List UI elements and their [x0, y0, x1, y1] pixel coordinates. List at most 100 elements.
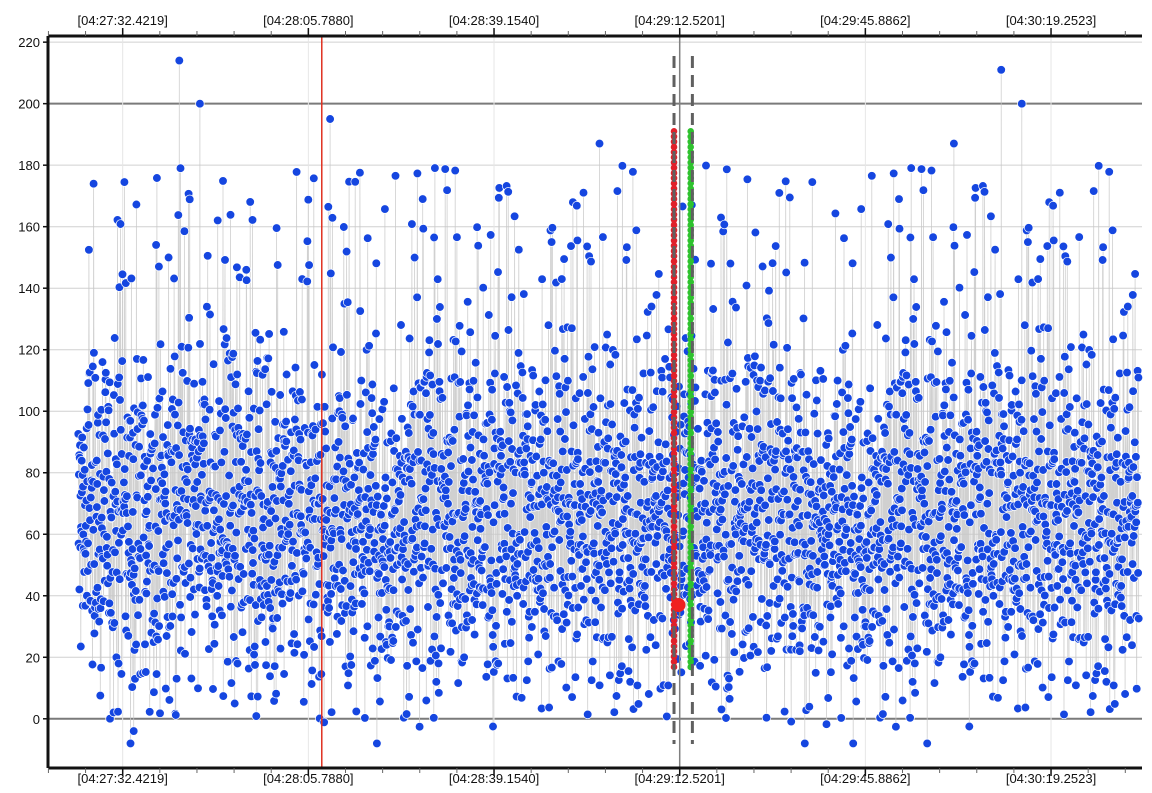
data-point [1098, 242, 1108, 252]
data-point [454, 321, 465, 331]
data-point [767, 258, 778, 268]
data-point [402, 661, 412, 671]
data-point [911, 377, 921, 387]
data-point [756, 362, 766, 373]
data-point [899, 602, 909, 612]
data-point [267, 482, 278, 492]
data-point [762, 662, 772, 672]
data-point [636, 433, 647, 443]
data-point [292, 639, 303, 649]
data-point [102, 561, 112, 571]
data-point [1091, 567, 1101, 577]
data-point [1010, 543, 1020, 553]
data-point [949, 392, 959, 403]
data-point [732, 445, 743, 455]
data-point [89, 628, 100, 639]
data-point [762, 611, 772, 621]
data-point [999, 656, 1010, 666]
data-point [1035, 609, 1045, 619]
data-point [285, 520, 295, 530]
data-point [1010, 386, 1021, 397]
data-point [968, 579, 978, 589]
data-point [77, 432, 87, 443]
data-point [782, 343, 792, 353]
data-point [249, 533, 260, 544]
data-point [910, 658, 920, 669]
data-point [616, 450, 626, 460]
data-point [629, 423, 640, 433]
data-point [248, 558, 258, 568]
data-point [577, 515, 587, 525]
data-point [390, 505, 400, 516]
data-point [318, 551, 329, 561]
data-point [1086, 528, 1097, 539]
data-point [907, 677, 918, 687]
data-point [188, 543, 198, 554]
data-point [325, 637, 335, 647]
data-point [354, 457, 364, 468]
data-point [964, 630, 974, 640]
data-point [881, 604, 892, 614]
data-point [727, 368, 738, 379]
data-point [88, 361, 98, 372]
data-point [942, 442, 952, 453]
data-point [991, 535, 1001, 545]
data-point [175, 163, 186, 173]
data-point [1106, 423, 1116, 433]
data-point [232, 262, 242, 272]
data-point [504, 398, 514, 408]
data-point [851, 696, 861, 707]
data-point [225, 521, 235, 531]
data-point [974, 589, 984, 599]
data-point [453, 678, 463, 688]
data-point [611, 691, 622, 701]
data-point [883, 219, 893, 229]
data-point [794, 576, 804, 587]
data-point [856, 562, 866, 572]
data-point [795, 485, 805, 495]
data-point [489, 500, 500, 510]
data-point [428, 524, 438, 535]
data-point [297, 394, 307, 405]
data-point [251, 446, 262, 456]
data-point [725, 617, 735, 627]
data-point [1055, 188, 1065, 198]
data-point [218, 324, 229, 334]
data-point [838, 427, 849, 437]
data-point [550, 346, 560, 356]
data-point [1100, 634, 1110, 644]
data-point [209, 639, 220, 649]
data-point [505, 457, 515, 467]
data-point [959, 479, 969, 489]
data-point [561, 617, 572, 628]
data-point [252, 356, 263, 366]
data-point [385, 553, 396, 563]
data-point [529, 528, 540, 538]
data-point [86, 492, 96, 503]
data-point [781, 446, 791, 456]
data-point [945, 376, 955, 386]
data-point [143, 492, 153, 502]
data-point [230, 379, 241, 389]
data-point [971, 427, 982, 437]
data-point [499, 492, 509, 502]
data-point [463, 400, 473, 410]
data-point [488, 517, 499, 527]
data-point [348, 626, 359, 636]
data-point [851, 631, 862, 642]
data-point [1048, 201, 1058, 211]
data-point [597, 507, 607, 517]
data-point [232, 369, 242, 380]
data-point [885, 567, 895, 577]
data-point [148, 463, 158, 474]
data-point [92, 479, 102, 489]
data-point [1059, 709, 1069, 720]
data-point [388, 636, 398, 646]
data-point [610, 350, 621, 360]
data-point [575, 479, 585, 489]
data-point [574, 388, 585, 398]
data-point [406, 479, 417, 489]
selected-point[interactable] [671, 597, 686, 612]
data-point [281, 416, 291, 427]
